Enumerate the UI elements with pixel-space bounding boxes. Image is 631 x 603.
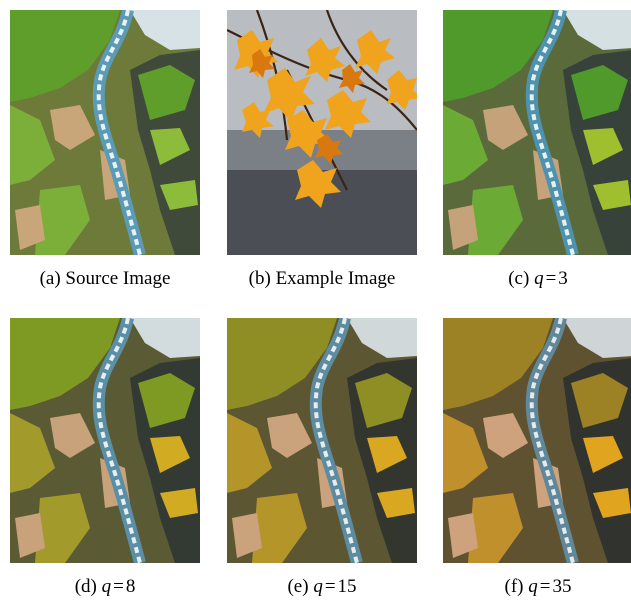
panel-b: (b) Example Image xyxy=(227,10,417,289)
caption-e: (e) q = 15 xyxy=(287,576,357,597)
panel-f: (f) q = 35 xyxy=(443,318,631,597)
panel-a: (a) Source Image xyxy=(10,10,200,289)
panel-d: (d) q = 8 xyxy=(10,318,200,597)
caption-d: (d) q = 8 xyxy=(74,576,136,597)
caption-a: (a) Source Image xyxy=(39,268,171,289)
caption-f: (f) q = 35 xyxy=(504,576,572,597)
example-image xyxy=(227,10,417,255)
result-image-q15 xyxy=(227,318,417,563)
source-image xyxy=(10,10,200,255)
caption-c: (c) q = 3 xyxy=(508,268,568,289)
panel-c: (c) q = 3 xyxy=(443,10,631,289)
result-image-q3 xyxy=(443,10,631,255)
result-image-q8 xyxy=(10,318,200,563)
panel-e: (e) q = 15 xyxy=(227,318,417,597)
caption-b: (b) Example Image xyxy=(248,268,396,289)
result-image-q35 xyxy=(443,318,631,563)
